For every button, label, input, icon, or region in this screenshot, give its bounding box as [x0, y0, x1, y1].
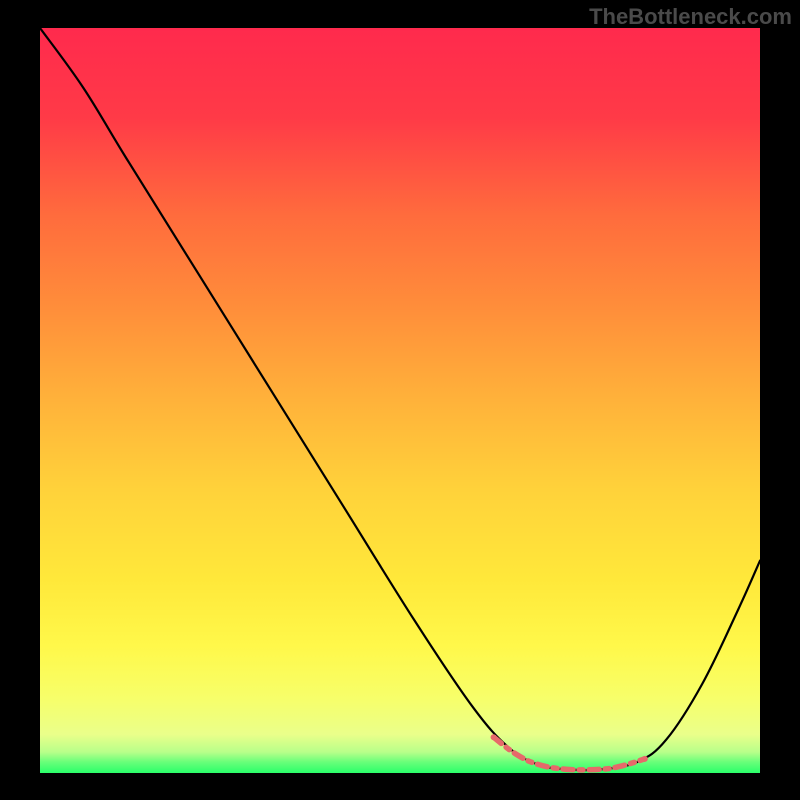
highlight-end-dot	[642, 756, 648, 762]
gradient-background	[40, 28, 760, 773]
highlight-start-dot	[491, 734, 497, 740]
watermark-text: TheBottleneck.com	[589, 4, 792, 30]
plot-svg	[40, 28, 760, 773]
plot-area	[40, 28, 760, 773]
chart-container: TheBottleneck.com	[0, 0, 800, 800]
